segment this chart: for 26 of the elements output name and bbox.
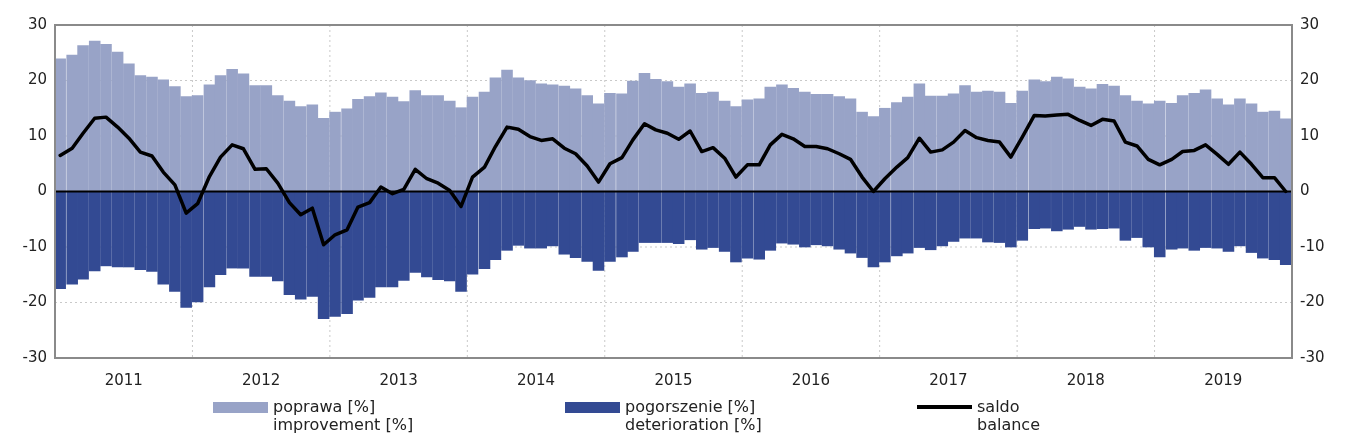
x-tick-label: 2016 bbox=[791, 370, 831, 389]
x-tick-label: 2011 bbox=[104, 370, 143, 389]
y-tick-label: -30 bbox=[22, 347, 47, 366]
legend-label: pogorszenie [%] deterioration [%] bbox=[625, 397, 762, 434]
x-tick-label: 2017 bbox=[929, 370, 968, 389]
y-tick-label: -20 bbox=[22, 292, 47, 311]
y2-tick-label: -20 bbox=[1300, 292, 1325, 311]
legend-label: poprawa [%] improvement [%] bbox=[273, 397, 414, 434]
y-tick-label: 0 bbox=[37, 181, 47, 200]
x-tick-label: 2014 bbox=[516, 370, 556, 389]
x-tick-label: 2018 bbox=[1066, 370, 1105, 389]
x-tick-label: 2019 bbox=[1204, 370, 1243, 389]
y2-tick-label: 0 bbox=[1300, 181, 1310, 200]
y-tick-label: 10 bbox=[27, 125, 47, 144]
y2-tick-label: -10 bbox=[1300, 236, 1325, 255]
y2-tick-label: -30 bbox=[1300, 347, 1325, 366]
y-tick-label: 30 bbox=[27, 14, 47, 33]
y2-tick-label: 30 bbox=[1300, 14, 1320, 33]
y2-tick-label: 20 bbox=[1300, 70, 1320, 89]
legend-label: saldo balance bbox=[977, 397, 1040, 434]
x-tick-label: 2013 bbox=[379, 370, 418, 389]
y2-tick-label: 10 bbox=[1300, 125, 1320, 144]
y-tick-label: 20 bbox=[27, 70, 47, 89]
x-tick-label: 2012 bbox=[242, 370, 281, 389]
x-tick-label: 2015 bbox=[654, 370, 693, 389]
y-tick-label: -10 bbox=[22, 236, 47, 255]
